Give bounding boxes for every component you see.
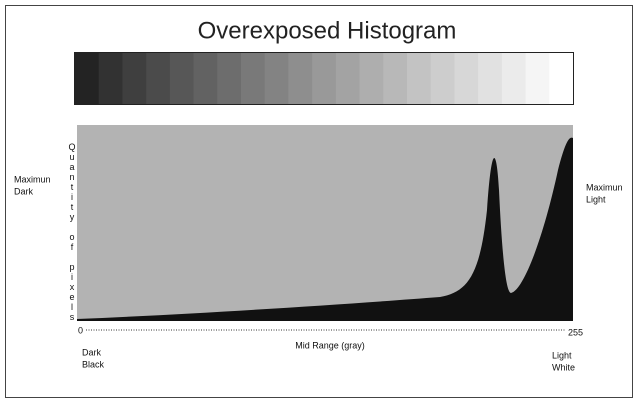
left-label: Maximun (14, 174, 51, 184)
tone-step (335, 53, 361, 104)
tone-step (501, 53, 527, 104)
x-end: 255 (568, 327, 583, 337)
right-label: Light (586, 194, 606, 204)
tone-step (264, 53, 289, 104)
tone-step (383, 53, 408, 104)
tone-step (169, 53, 195, 104)
tone-step (288, 53, 313, 104)
histogram-curve (77, 137, 573, 321)
tone-step (407, 53, 432, 104)
right-bottom-label: White (552, 362, 575, 372)
tone-step (454, 53, 479, 104)
tone-scale (75, 53, 574, 104)
right-bottom-label: Light (552, 350, 572, 360)
x-start: 0 (78, 325, 83, 335)
tone-step (525, 53, 550, 104)
title: Overexposed Histogram (198, 17, 457, 44)
tone-step (98, 53, 123, 104)
tone-step (217, 53, 242, 104)
tone-step (478, 53, 503, 104)
right-label: Maximun (586, 182, 623, 192)
tone-scale-border (74, 52, 574, 105)
left-bottom-label: Dark (82, 347, 102, 357)
tone-step (122, 53, 147, 104)
left-label: Dark (14, 186, 34, 196)
tone-step (241, 53, 266, 104)
tone-step (359, 53, 384, 104)
y-axis-label: Quantity of pixels (67, 142, 77, 322)
left-bottom-label: Black (82, 359, 105, 369)
tone-step (549, 53, 574, 104)
tone-step (193, 53, 218, 104)
tone-step (75, 53, 100, 104)
x-axis-label: Mid Range (gray) (295, 340, 365, 350)
tone-step (430, 53, 455, 104)
tone-step (312, 53, 337, 104)
tone-step (146, 53, 171, 104)
